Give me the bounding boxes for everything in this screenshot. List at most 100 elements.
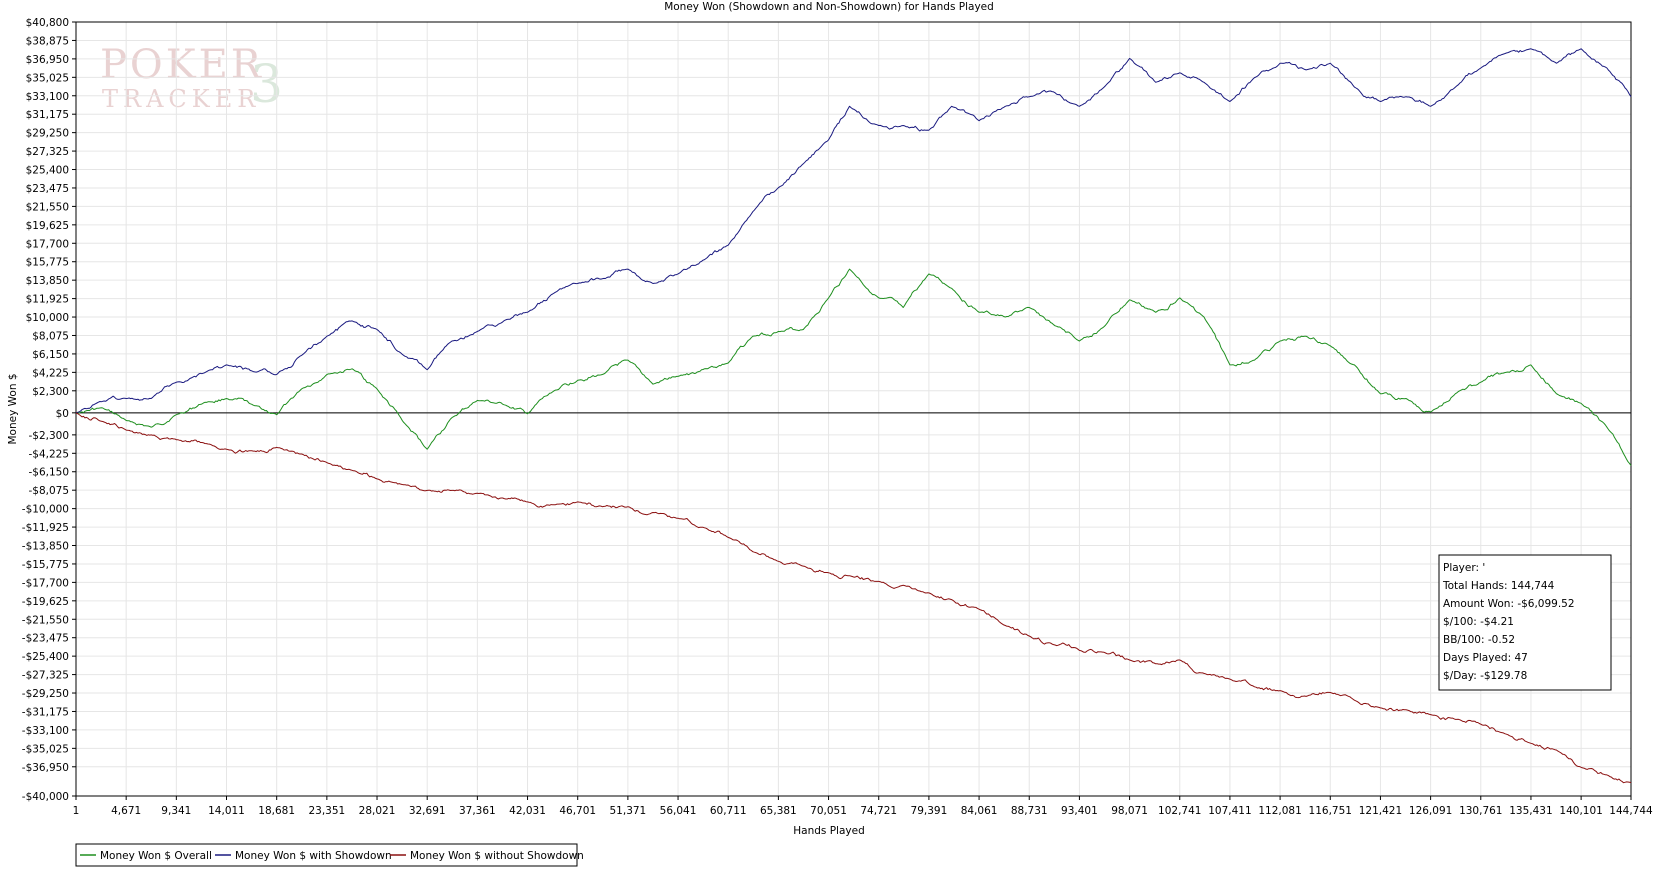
x-tick-label: 98,071 (1111, 805, 1148, 817)
x-tick-label: 79,391 (911, 805, 948, 817)
x-tick-label: 14,011 (208, 805, 245, 817)
watermark-line2: TRACKER (102, 85, 260, 113)
x-tick-label: 60,711 (710, 805, 747, 817)
watermark-line1: POKER (100, 42, 264, 88)
y-tick-label: $21,550 (26, 201, 69, 213)
x-tick-label: 1 (73, 805, 80, 817)
x-tick-label: 112,081 (1258, 805, 1301, 817)
x-tick-label: 74,721 (860, 805, 897, 817)
series-line-non-showdown (75, 412, 1632, 784)
x-tick-label: 42,031 (509, 805, 546, 817)
x-tick-label: 116,751 (1309, 805, 1352, 817)
stats-player: Player: ' (1443, 562, 1485, 574)
y-tick-label: -$15,775 (22, 559, 69, 571)
legend: Money Won $ Overall Money Won $ with Sho… (75, 843, 584, 867)
y-tick-label: -$27,325 (22, 670, 69, 682)
pokertracker-logo-watermark: 3 POKER TRACKER (100, 42, 283, 115)
y-tick-label: -$25,400 (22, 651, 69, 663)
x-tick-label: 32,691 (409, 805, 446, 817)
y-tick-label: -$10,000 (22, 504, 69, 516)
grid-lines (75, 21, 1632, 797)
y-tick-label: $40,800 (26, 17, 69, 29)
x-tick-label: 126,091 (1409, 805, 1452, 817)
y-tick-label: $25,400 (26, 165, 69, 177)
x-tick-label: 46,701 (559, 805, 596, 817)
stats-per-day: $/Day: -$129.78 (1443, 670, 1527, 682)
stats-days-played: Days Played: 47 (1443, 652, 1528, 664)
y-tick-label: $11,925 (26, 294, 69, 306)
x-tick-label: 84,061 (961, 805, 998, 817)
x-tick-label: 28,021 (359, 805, 396, 817)
y-tick-label: -$33,100 (22, 725, 69, 737)
chart-title: Money Won (Showdown and Non-Showdown) fo… (664, 1, 994, 13)
x-tick-label: 88,731 (1011, 805, 1048, 817)
y-tick-label: -$17,700 (22, 577, 69, 589)
legend-label-showdown: Money Won $ with Showdown (235, 850, 392, 862)
y-tick-label: -$4,225 (28, 448, 69, 460)
stats-amount-won: Amount Won: -$6,099.52 (1443, 598, 1575, 610)
x-tick-label: 9,341 (161, 805, 191, 817)
x-tick-label: 140,101 (1559, 805, 1602, 817)
series-lines (75, 48, 1632, 784)
y-tick-label: $36,950 (26, 54, 69, 66)
y-tick-label: $23,475 (26, 183, 69, 195)
y-axis-ticks: $40,800 $38,875 $36,950 $35,025 $33,100 $31,1… (22, 17, 76, 803)
y-tick-label: -$13,850 (22, 541, 69, 553)
x-tick-label: 102,741 (1158, 805, 1201, 817)
y-tick-label: -$6,150 (28, 467, 69, 479)
y-tick-label: -$11,925 (22, 522, 69, 534)
y-tick-label: $15,775 (26, 257, 69, 269)
x-axis-label: Hands Played (793, 825, 864, 837)
x-tick-label: 144,744 (1609, 805, 1653, 817)
legend-label-non-showdown: Money Won $ without Showdown (410, 850, 584, 862)
y-tick-label: -$19,625 (22, 596, 69, 608)
legend-label-overall: Money Won $ Overall (100, 850, 212, 862)
x-tick-label: 4,671 (111, 805, 141, 817)
y-tick-label: $2,300 (32, 386, 69, 398)
watermark-numeral: 3 (250, 55, 283, 115)
x-tick-label: 65,381 (760, 805, 797, 817)
x-tick-label: 107,411 (1208, 805, 1251, 817)
y-tick-label: -$8,075 (28, 485, 69, 497)
x-tick-label: 37,361 (459, 805, 496, 817)
x-tick-label: 51,371 (610, 805, 647, 817)
y-tick-label: -$35,025 (22, 743, 69, 755)
y-tick-label: $33,100 (26, 91, 69, 103)
y-tick-label: -$29,250 (22, 688, 69, 700)
x-tick-label: 70,051 (810, 805, 847, 817)
x-tick-label: 56,041 (660, 805, 697, 817)
y-tick-label: $31,175 (26, 109, 69, 121)
plot-frame (75, 21, 1632, 797)
y-tick-label: $38,875 (26, 35, 69, 47)
y-tick-label: $4,225 (32, 367, 69, 379)
stats-total-hands: Total Hands: 144,744 (1442, 580, 1555, 592)
y-tick-label: $0 (56, 408, 69, 420)
y-tick-label: -$2,300 (28, 430, 69, 442)
legend-frame (75, 843, 578, 867)
stats-box: Player: ' Total Hands: 144,744 Amount Wo… (1438, 554, 1612, 691)
y-tick-label: $35,025 (26, 72, 69, 84)
y-tick-label: -$40,000 (22, 791, 69, 803)
y-tick-label: $19,625 (26, 220, 69, 232)
series-line-showdown (75, 48, 1632, 414)
x-tick-label: 18,681 (258, 805, 295, 817)
y-tick-label: $10,000 (26, 312, 69, 324)
series-line-overall (76, 268, 1632, 466)
x-tick-label: 121,421 (1359, 805, 1402, 817)
y-tick-label: -$23,475 (22, 633, 69, 645)
y-tick-label: -$21,550 (22, 614, 69, 626)
x-axis-ticks: 1 4,671 9,341 14,011 18,681 23,351 28,021 32,69… (73, 796, 1653, 817)
y-tick-label: $17,700 (26, 238, 69, 250)
x-tick-label: 135,431 (1509, 805, 1552, 817)
stats-box-frame (1438, 554, 1612, 691)
y-tick-label: $6,150 (32, 349, 69, 361)
y-tick-label: -$31,175 (22, 706, 69, 718)
y-axis-label: Money Won $ (7, 373, 19, 444)
y-tick-label: $8,075 (32, 330, 69, 342)
y-tick-label: $29,250 (26, 128, 69, 140)
x-tick-label: 130,761 (1459, 805, 1502, 817)
x-tick-label: 93,401 (1061, 805, 1098, 817)
x-tick-label: 23,351 (308, 805, 345, 817)
stats-bb-per-100: BB/100: -0.52 (1443, 634, 1515, 646)
